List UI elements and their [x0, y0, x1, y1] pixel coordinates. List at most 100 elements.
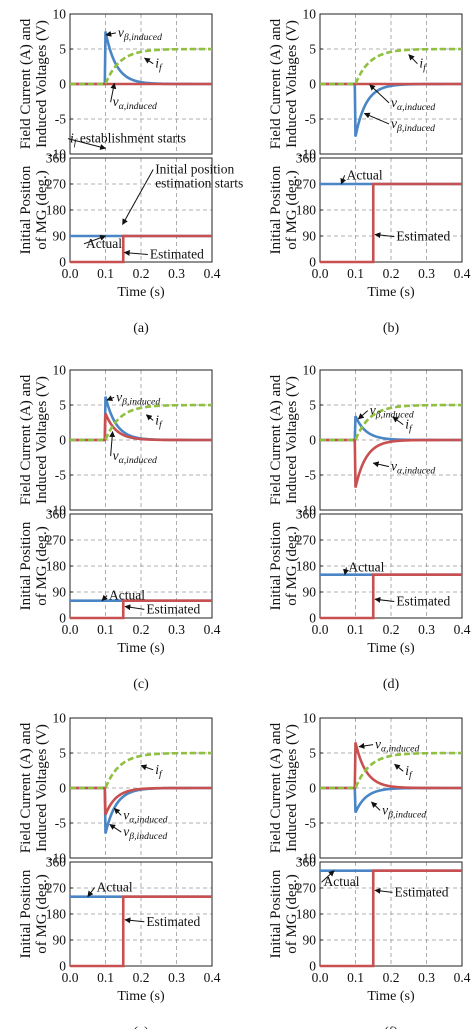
y-tick-label: 180	[46, 559, 67, 574]
x-tick-label: 0.4	[454, 622, 471, 637]
estimated-position-line	[320, 869, 462, 968]
x-tick-label: 0.4	[454, 266, 471, 281]
y-tick-label: 270	[46, 177, 67, 192]
annotation-subscript: β,induced	[128, 831, 167, 842]
annotation-arrow	[124, 917, 145, 924]
annotation-label: Estimated	[146, 914, 200, 929]
annotation-main: v	[382, 802, 388, 817]
x-tick-label: 0.0	[62, 970, 79, 985]
annotation-arrow	[358, 742, 374, 749]
y-tick-label: 270	[296, 881, 317, 896]
annotation-arrow	[374, 596, 395, 603]
y-axis-label-bottom: of MG (deg.)	[284, 170, 300, 250]
annotation-arrow	[363, 112, 390, 125]
annotation-subscript: α,induced	[129, 814, 167, 825]
annotation-arrow	[371, 801, 381, 811]
annotation-arrow	[87, 887, 96, 898]
panel-b: 1050-5-10ifvα,inducedvβ,induced360270180…	[268, 7, 471, 337]
x-tick-label: 0.2	[133, 970, 150, 985]
annotation-arrow	[109, 823, 122, 833]
y-tick-label: -5	[305, 112, 316, 127]
y-tick-label: 270	[46, 533, 67, 548]
x-tick-label: 0.0	[62, 266, 79, 281]
x-axis-label: Time (s)	[117, 641, 165, 656]
x-tick-label: 0.2	[383, 266, 400, 281]
series-i-f	[320, 403, 462, 442]
y-tick-label: 5	[59, 398, 66, 413]
annotation-main: v	[391, 95, 397, 110]
annotation-subscript: β,induced	[375, 410, 414, 421]
y-tick-label: -5	[55, 112, 66, 127]
y-tick-label: 10	[303, 363, 317, 378]
x-tick-label: 0.3	[418, 266, 435, 281]
annotation-label: if establishment starts	[70, 131, 186, 149]
annotation-label: Actual	[324, 874, 360, 889]
x-axis-label: Time (s)	[367, 989, 415, 1004]
series-i-f	[70, 403, 212, 442]
annotation-subscript: α,induced	[119, 455, 157, 466]
y-axis-label-top: Field Current (A) and	[18, 722, 34, 853]
annotation-arrow	[374, 887, 393, 894]
x-tick-label: 0.1	[97, 970, 114, 985]
y-tick-label: 360	[46, 855, 67, 870]
annotation-label: vα,induced	[113, 94, 157, 112]
y-tick-label: 0	[59, 781, 66, 796]
annotation-main: Estimated	[395, 884, 449, 899]
y-tick-label: 360	[296, 507, 317, 522]
annotation-main: Estimated	[150, 246, 204, 261]
annotation-label: if	[155, 762, 163, 780]
y-tick-label: 90	[53, 229, 67, 244]
y-tick-label: 0	[59, 77, 66, 92]
x-tick-label: 0.3	[418, 622, 435, 637]
annotation-main: Estimated	[146, 914, 200, 929]
x-tick-label: 0.3	[168, 622, 185, 637]
y-tick-label: -5	[55, 468, 66, 483]
annotation-main: Actual	[324, 874, 360, 889]
annotation-subscript: β,induced	[121, 396, 160, 407]
y-tick-label: 0	[309, 959, 316, 974]
annotation-arrow	[392, 416, 404, 426]
annotation-arrow	[340, 175, 347, 185]
annotation-subscript: f	[159, 63, 163, 74]
annotation-arrow	[144, 57, 154, 65]
x-axis-label: Time (s)	[117, 285, 165, 300]
annotation-main: Actual	[347, 167, 383, 182]
y-tick-label: -5	[305, 816, 316, 831]
annotation-label: if	[405, 763, 413, 781]
y-tick-label: 10	[303, 711, 317, 726]
y-tick-label: 180	[46, 203, 67, 218]
annotation-arrow	[145, 414, 154, 421]
annotation-arrow	[374, 232, 395, 239]
annotation-label: Actual	[97, 879, 133, 894]
annotation-label: vβ,induced	[118, 25, 162, 43]
x-tick-label: 0.2	[383, 622, 400, 637]
y-tick-label: 0	[59, 611, 66, 626]
y-tick-label: -10	[298, 503, 316, 518]
y-tick-label: 10	[53, 7, 67, 22]
annotation-arrow	[101, 594, 108, 602]
annotation-extra: establishment starts	[76, 131, 185, 146]
y-tick-label: 5	[59, 746, 66, 761]
annotation-subscript: α,induced	[397, 466, 435, 477]
panel-e: 1050-5-10ifvα,inducedvβ,induced360270180…	[18, 711, 221, 1029]
estimated-position-line	[70, 599, 212, 620]
y-axis-label-bottom: of MG (deg.)	[34, 874, 50, 954]
annotation-label: vα,induced	[375, 737, 419, 755]
x-tick-label: 0.1	[97, 622, 114, 637]
annotation-main: Actual	[109, 587, 145, 602]
annotation-main: Estimated	[146, 601, 200, 616]
annotation-label: vα,induced	[113, 448, 157, 466]
annotation-arrow	[113, 807, 122, 816]
y-tick-label: 90	[303, 933, 317, 948]
annotation-label: vβ,induced	[370, 403, 414, 421]
annotation-main: i	[155, 56, 159, 71]
y-axis-label-bottom: Initial Position	[18, 165, 34, 254]
annotation-main: i	[70, 131, 74, 146]
estimated-position-line	[70, 234, 212, 264]
x-tick-label: 0.3	[168, 266, 185, 281]
x-tick-label: 0.2	[133, 266, 150, 281]
annotation-label: Estimated	[150, 246, 204, 261]
y-axis-label-top: Induced Voltages (V)	[34, 20, 50, 148]
